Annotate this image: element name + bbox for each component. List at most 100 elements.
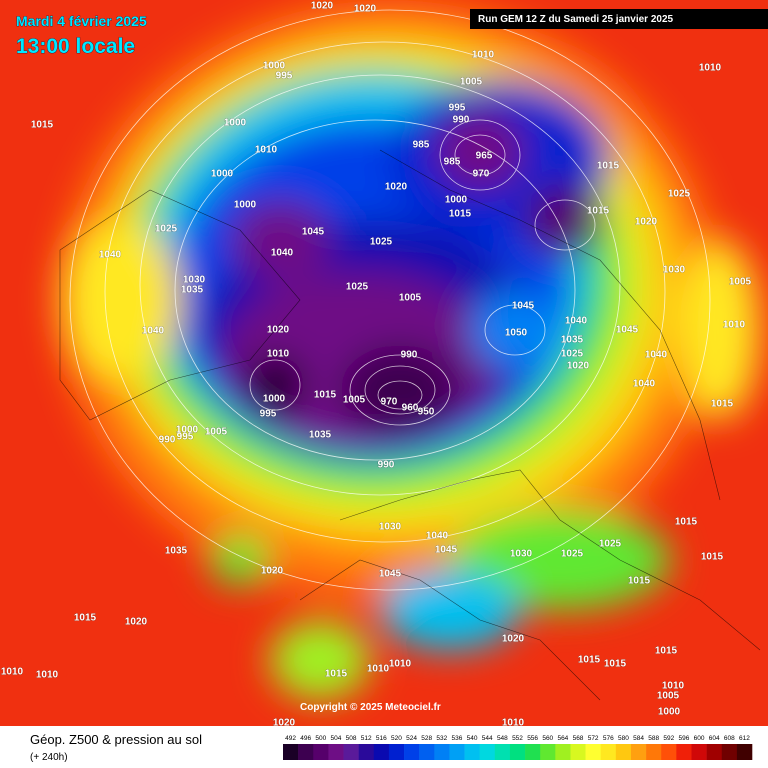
pressure-label: 1000: [234, 200, 257, 211]
pressure-label: 1010: [367, 664, 390, 675]
pressure-label: 1020: [635, 217, 658, 228]
run-banner: [470, 9, 768, 29]
copyright: Copyright © 2025 Meteociel.fr: [300, 702, 441, 713]
legend-level: 532: [436, 735, 447, 742]
legend-level: 604: [709, 735, 720, 742]
legend-swatch: [676, 744, 692, 760]
legend-level: 552: [512, 735, 523, 742]
legend-level: 536: [452, 735, 463, 742]
pressure-label: 1045: [512, 301, 535, 312]
pressure-label: 1025: [561, 549, 584, 560]
pressure-label: 1015: [711, 399, 734, 410]
pressure-label: 1000: [263, 394, 286, 405]
pressure-label: 1000: [211, 169, 234, 180]
pressure-label: 1040: [142, 326, 165, 337]
legend-level: 544: [482, 735, 493, 742]
pressure-label: 1015: [604, 659, 627, 670]
legend-level: 524: [406, 735, 417, 742]
pressure-label: 1000: [263, 61, 286, 72]
pressure-label: 1015: [74, 613, 97, 624]
pressure-label: 1015: [325, 669, 348, 680]
pressure-label: 1045: [302, 227, 325, 238]
legend-level: 612: [739, 735, 750, 742]
pressure-label: 1005: [343, 395, 366, 406]
pressure-label: 1020: [567, 361, 590, 372]
pressure-label: 1015: [675, 517, 698, 528]
pressure-label: 1015: [655, 646, 678, 657]
pressure-label: 990: [378, 460, 395, 471]
pressure-label: 1045: [435, 545, 458, 556]
pressure-label: 1010: [255, 145, 278, 156]
pressure-label: 1010: [472, 50, 495, 61]
legend-swatch: [343, 744, 359, 760]
pressure-label: 1025: [370, 237, 393, 248]
pressure-label: 1015: [31, 120, 54, 131]
pressure-label: 1035: [165, 546, 188, 557]
pressure-label: 1030: [663, 265, 686, 276]
pressure-label: 1005: [460, 77, 483, 88]
legend-level: 584: [633, 735, 644, 742]
pressure-label: 1010: [1, 667, 24, 678]
legend-swatch: [555, 744, 571, 760]
legend-level: 540: [467, 735, 478, 742]
pressure-label: 1015: [578, 655, 601, 666]
legend-level: 560: [542, 735, 553, 742]
legend-level: 504: [331, 735, 342, 742]
pressure-label: 1045: [379, 569, 402, 580]
legend-swatch: [736, 744, 753, 760]
run-info: Run GEM 12 Z du Samedi 25 janvier 2025: [478, 14, 674, 25]
pressure-label: 1030: [379, 522, 402, 533]
pressure-label: 995: [177, 432, 194, 443]
pressure-label: 1040: [271, 248, 294, 259]
pressure-label: 1020: [385, 182, 408, 193]
legend-swatch: [313, 744, 329, 760]
legend-level: 592: [663, 735, 674, 742]
legend-level: 588: [648, 735, 659, 742]
legend-level: 608: [724, 735, 735, 742]
legend-level: 492: [285, 735, 296, 742]
pressure-label: 1010: [267, 349, 290, 360]
legend-swatch: [464, 744, 480, 760]
pressure-label: 1015: [314, 390, 337, 401]
legend-swatch: [419, 744, 435, 760]
legend-level: 556: [527, 735, 538, 742]
legend-swatch: [661, 744, 677, 760]
pressure-label: 970: [381, 397, 398, 408]
pressure-label: 1010: [36, 670, 59, 681]
map: [0, 0, 768, 726]
legend-swatch: [646, 744, 662, 760]
legend-level: 548: [497, 735, 508, 742]
legend-swatch: [585, 744, 602, 760]
legend-swatch: [509, 744, 526, 760]
legend-swatch: [283, 744, 299, 760]
legend-level: 564: [557, 735, 568, 742]
pressure-label: 1035: [309, 430, 332, 441]
pressure-label: 1010: [723, 320, 746, 331]
pressure-label: 995: [276, 71, 293, 82]
pressure-label: 1000: [658, 707, 681, 718]
legend-swatch: [630, 744, 647, 760]
pressure-label: 950: [418, 407, 435, 418]
pressure-label: 970: [473, 169, 490, 180]
pressure-label: 1025: [155, 224, 178, 235]
pressure-label: 1040: [633, 379, 656, 390]
pressure-label: 1005: [205, 427, 228, 438]
forecast-date: Mardi 4 février 2025: [16, 13, 147, 29]
pressure-label: 1020: [354, 4, 377, 15]
pressure-label: 1040: [426, 531, 449, 542]
legend-swatch: [479, 744, 496, 760]
pressure-label: 1000: [176, 425, 199, 436]
pressure-label: 1045: [616, 325, 639, 336]
legend-swatch: [540, 744, 556, 760]
legend-level: 516: [376, 735, 387, 742]
legend-level: 528: [421, 735, 432, 742]
legend-level: 520: [391, 735, 402, 742]
forecast-time: 13:00 locale: [16, 35, 135, 58]
pressure-label: 985: [444, 157, 461, 168]
legend-swatch: [298, 744, 314, 760]
pressure-label: 960: [402, 403, 419, 414]
pressure-label: 1010: [699, 63, 722, 74]
pressure-label: 1025: [561, 349, 584, 360]
legend-swatch: [449, 744, 465, 760]
